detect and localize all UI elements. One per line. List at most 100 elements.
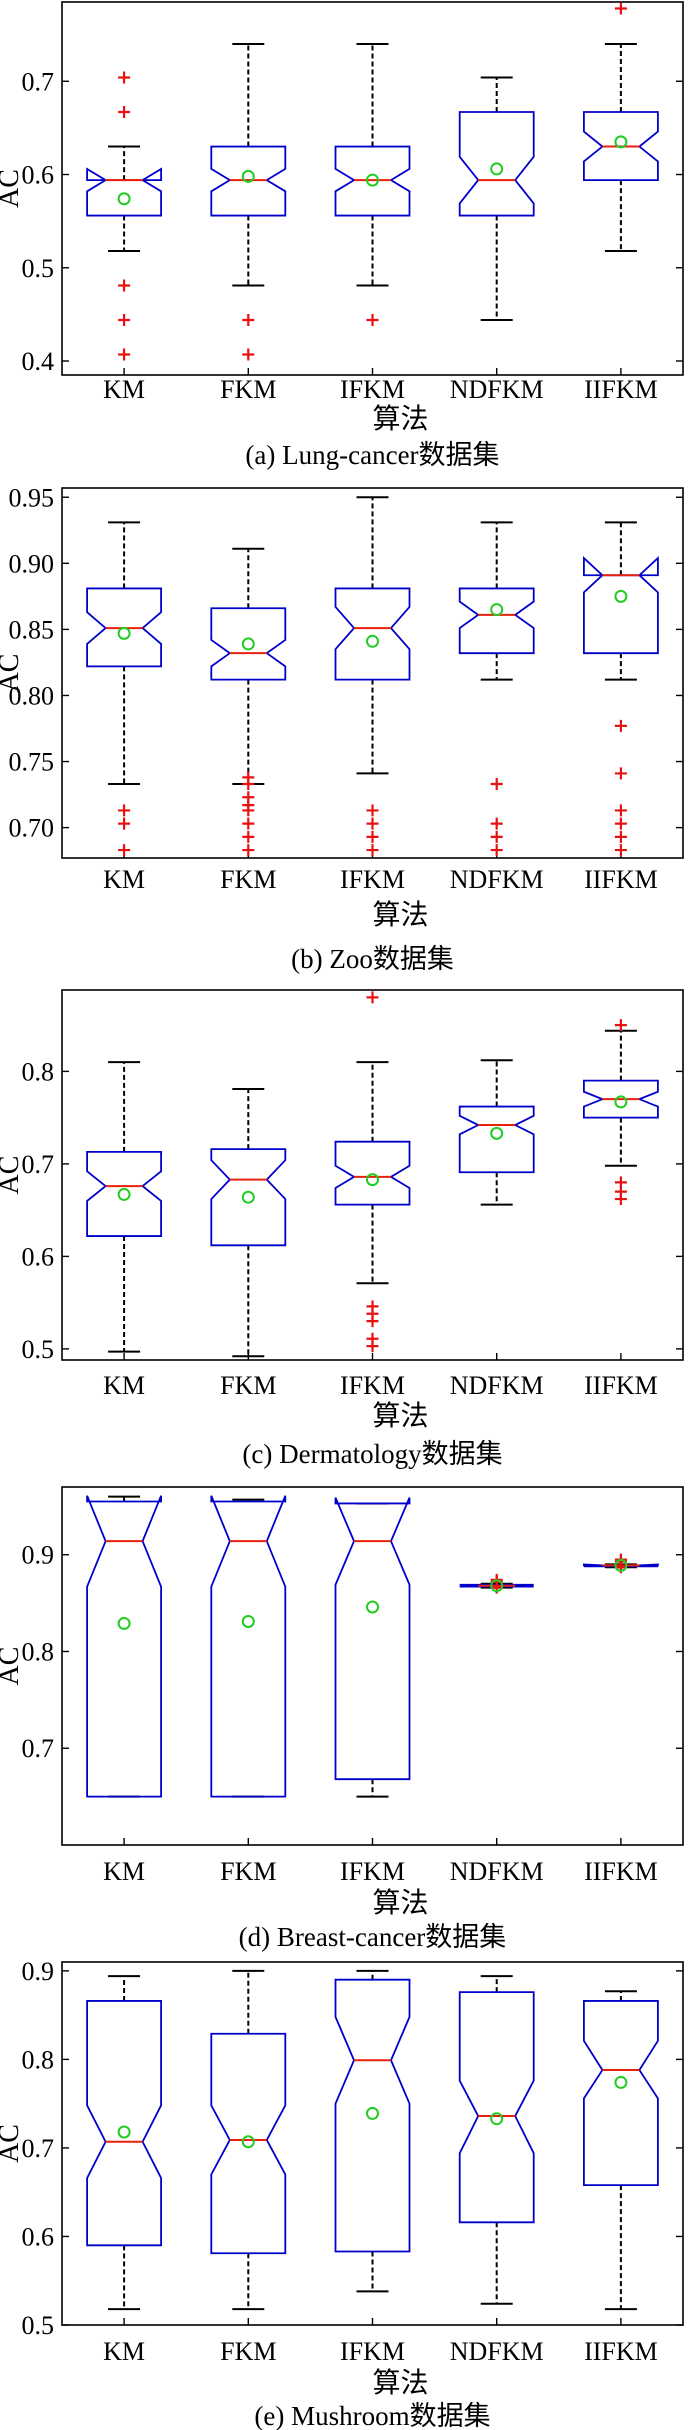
mean-marker: [241, 2135, 255, 2149]
chart-panel-2: 0.70 0.75 0.80 0.85 0.90 0.95 AC KM FKM IFKM NDFKM…: [0, 483, 684, 974]
mean-marker: [366, 173, 379, 187]
y-tick-label: 0.8: [22, 2045, 55, 2074]
outlier-marker: [242, 313, 255, 326]
box-iifkm: [583, 2000, 659, 2187]
box-ifkm: [334, 145, 411, 217]
outlier-marker: [614, 844, 627, 857]
y-tick-label: 0.7: [22, 2134, 55, 2163]
box-ifkm: [334, 587, 411, 681]
outlier-marker: [366, 804, 379, 817]
outlier-marker: [118, 279, 131, 292]
chart-panel-1: 0.4 0.5 0.6 0.7 AC KM FKM IFKM NDFKM IIFKM 算法 (a) L…: [0, 1, 684, 470]
box-km: [86, 1150, 163, 1237]
y-tick-label: 0.9: [22, 1957, 55, 1986]
outlier-marker: [242, 778, 255, 790]
box-iifkm: [583, 555, 659, 655]
box-ifkm: [334, 1140, 411, 1206]
box-ndfkm: [458, 111, 535, 217]
x-tick-label: FKM: [220, 865, 276, 894]
y-axis-title: AC: [0, 1647, 25, 1686]
box-km: [86, 1495, 163, 1798]
outlier-marker: [118, 348, 131, 361]
x-axis-title: 算法: [372, 403, 428, 435]
outlier-marker: [242, 830, 255, 843]
mean-marker: [614, 135, 628, 149]
mean-marker: [366, 1173, 379, 1187]
x-tick-label: FKM: [220, 1371, 276, 1400]
x-tick-label: FKM: [220, 375, 276, 404]
outlier-marker: [242, 817, 255, 830]
outlier-marker: [366, 830, 379, 843]
y-axis-title: AC: [0, 654, 25, 693]
x-axis-title: 算法: [372, 1887, 428, 1919]
y-tick-label: 0.5: [22, 1335, 55, 1364]
outlier-marker: [242, 804, 255, 817]
x-tick-label: IIFKM: [584, 1857, 658, 1886]
panel-caption: (a) Lung-cancer数据集: [245, 440, 499, 470]
outlier-marker: [490, 817, 503, 830]
box-fkm: [210, 1495, 287, 1798]
outlier-marker: [614, 817, 627, 830]
box-fkm: [210, 2032, 287, 2255]
mean-marker: [490, 603, 504, 617]
mean-marker: [490, 1579, 504, 1593]
y-tick-label: 0.9: [22, 1541, 55, 1570]
box-km: [86, 2000, 163, 2247]
y-tick-label: 0.7: [22, 1734, 55, 1763]
outlier-marker: [490, 844, 503, 857]
mean-marker: [241, 169, 255, 183]
outlier-marker: [366, 844, 379, 857]
outlier-marker: [614, 830, 627, 843]
box-fkm: [210, 1148, 287, 1247]
outlier-marker: [118, 71, 131, 84]
outlier-marker: [366, 991, 379, 1004]
outlier-marker: [614, 1193, 627, 1206]
x-axis-title: 算法: [372, 899, 428, 931]
x-tick-label: IIFKM: [584, 865, 658, 894]
x-tick-label: IFKM: [340, 1371, 405, 1400]
mean-marker: [366, 1600, 379, 1614]
outlier-marker: [614, 719, 627, 732]
y-tick-label: 0.90: [9, 549, 55, 578]
mean-marker: [366, 2106, 379, 2120]
y-tick-label: 0.7: [22, 67, 55, 96]
box-fkm: [210, 607, 287, 681]
outlier-marker: [118, 817, 131, 830]
x-tick-label: NDFKM: [450, 865, 544, 894]
outlier-marker: [366, 817, 379, 830]
y-axis-title: AC: [0, 2124, 25, 2163]
x-tick-label: IFKM: [340, 2337, 405, 2366]
outlier-marker: [118, 106, 131, 119]
mean-marker: [241, 1190, 255, 1204]
box-fkm: [210, 145, 287, 217]
y-tick-label: 0.5: [22, 254, 55, 283]
mean-marker: [117, 626, 131, 640]
outlier-marker: [614, 1019, 627, 1032]
box-km: [86, 587, 163, 668]
outlier-marker: [614, 2, 627, 15]
chart-panel-3: 0.5 0.6 0.7 0.8 AC KM FKM IFKM NDFKM IIFKM 算法 (c) D…: [0, 989, 684, 1469]
x-tick-label: KM: [103, 1371, 145, 1400]
y-tick-label: 0.8: [22, 1637, 55, 1666]
x-tick-label: NDFKM: [450, 375, 544, 404]
y-tick-label: 0.75: [9, 748, 55, 777]
y-tick-label: 0.5: [22, 2311, 55, 2340]
x-tick-label: FKM: [220, 2337, 276, 2366]
y-tick-label: 0.70: [9, 814, 55, 843]
x-tick-label: KM: [103, 865, 145, 894]
outlier-marker: [366, 313, 379, 326]
outlier-marker: [118, 313, 131, 326]
box-iifkm: [583, 1563, 659, 1568]
x-tick-label: IIFKM: [584, 2337, 658, 2366]
outlier-marker: [490, 830, 503, 843]
box-ifkm: [334, 1497, 411, 1781]
y-axis-title: AC: [0, 169, 25, 208]
x-tick-label: IFKM: [340, 375, 405, 404]
box-ifkm: [334, 1978, 411, 2253]
x-axis-title: 算法: [372, 2367, 428, 2399]
mean-marker: [490, 1126, 504, 1140]
box-iifkm: [583, 1079, 659, 1119]
chart-panel-4: 0.7 0.8 0.9 AC KM FKM IFKM NDFKM IIFKM 算法(d) Brea…: [0, 1486, 684, 1952]
outlier-marker: [614, 767, 627, 780]
